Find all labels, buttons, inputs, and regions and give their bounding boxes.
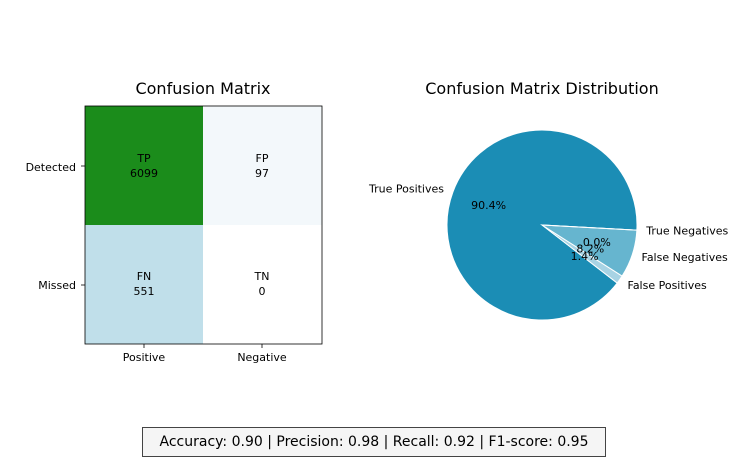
cell-tp-background <box>85 106 203 225</box>
pie-pct-true-positives: 90.4% <box>471 199 506 212</box>
pie-pct-false-negatives: 8.2% <box>576 242 604 255</box>
pie-labels: True Positives 90.4% False Positives 1.4% Fa… <box>368 183 729 293</box>
cell-tn-background <box>203 225 322 344</box>
cell-tn-abbr: TN <box>254 270 270 283</box>
cell-fn-value: 551 <box>134 285 155 298</box>
pie-label-false-negatives: False Negatives <box>642 251 728 264</box>
pie-title: Confusion Matrix Distribution <box>425 79 658 98</box>
cell-tn-value: 0 <box>259 285 266 298</box>
pie-label-true-negatives: True Negatives <box>645 225 728 238</box>
cell-fn-abbr: FN <box>137 270 152 283</box>
metrics-summary-box: Accuracy: 0.90 | Precision: 0.98 | Recal… <box>142 427 606 457</box>
cell-fp-value: 97 <box>255 167 269 180</box>
row-label-detected: Detected <box>26 161 76 174</box>
distribution-pie-chart: Confusion Matrix Distribution True Posit… <box>368 79 729 321</box>
cell-fp-background <box>203 106 322 225</box>
col-label-negative: Negative <box>237 351 287 364</box>
pie-slice-true-negatives <box>541 224 637 231</box>
matrix-frame <box>84 105 323 345</box>
cell-fn-background <box>85 225 203 344</box>
pie-pct-false-positives: 1.4% <box>571 250 599 263</box>
pie-slices <box>446 129 638 321</box>
cell-fp-abbr: FP <box>256 152 269 165</box>
cell-tp-abbr: TP <box>136 152 151 165</box>
confusion-matrix-title: Confusion Matrix <box>135 79 270 98</box>
pie-pct-true-negatives: 0.0% <box>583 236 611 249</box>
confusion-matrix-chart: Confusion Matrix TP 6099 FP 97 FN 551 TN… <box>26 79 323 364</box>
cell-tp-value: 6099 <box>130 167 158 180</box>
col-label-positive: Positive <box>123 351 166 364</box>
row-label-missed: Missed <box>38 279 76 292</box>
pie-label-true-positives: True Positives <box>368 183 444 196</box>
pie-label-false-positives: False Positives <box>628 279 708 292</box>
